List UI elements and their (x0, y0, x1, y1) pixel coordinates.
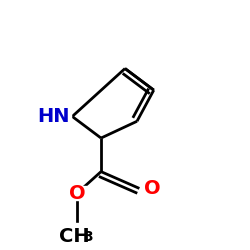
Bar (47, 109, 71, 124)
Text: 3: 3 (83, 230, 93, 244)
Text: O: O (69, 184, 85, 203)
Bar (140, 181, 157, 196)
Text: HN: HN (37, 107, 70, 126)
Bar (68, 186, 87, 200)
Text: O: O (144, 179, 161, 198)
Bar (60, 223, 94, 238)
Text: CH: CH (59, 227, 90, 246)
